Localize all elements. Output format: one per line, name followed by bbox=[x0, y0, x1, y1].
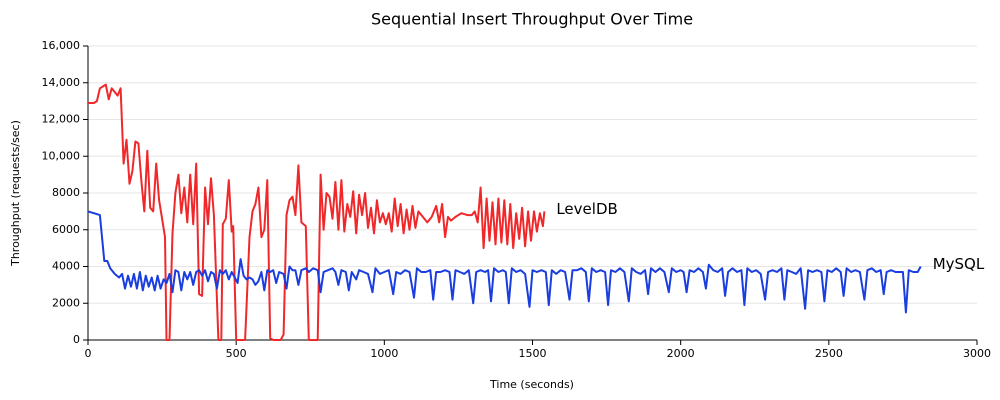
y-tick-label: 4000 bbox=[52, 260, 80, 273]
y-axis-label: Throughput (requests/sec) bbox=[9, 120, 22, 267]
y-tick-label: 12,000 bbox=[42, 113, 81, 126]
x-tick-label: 1500 bbox=[519, 347, 547, 360]
series-label: LevelDB bbox=[556, 200, 617, 218]
x-axis-label: Time (seconds) bbox=[489, 378, 574, 391]
x-tick-label: 0 bbox=[85, 347, 92, 360]
y-tick-label: 10,000 bbox=[42, 149, 81, 162]
chart-title: Sequential Insert Throughput Over Time bbox=[371, 10, 693, 29]
y-tick-label: 2000 bbox=[52, 296, 80, 309]
x-tick-label: 1000 bbox=[370, 347, 398, 360]
series-line bbox=[88, 83, 546, 341]
y-tick-label: 8000 bbox=[52, 186, 80, 199]
series-label: MySQL bbox=[933, 255, 985, 273]
x-tick-label: 3000 bbox=[963, 347, 991, 360]
y-tick-label: 14,000 bbox=[42, 76, 81, 89]
y-tick-label: 16,000 bbox=[42, 39, 81, 52]
y-tick-label: 0 bbox=[73, 333, 80, 346]
y-tick-label: 6000 bbox=[52, 223, 80, 236]
x-tick-label: 500 bbox=[226, 347, 247, 360]
series-line bbox=[87, 210, 922, 314]
x-tick-label: 2500 bbox=[815, 347, 843, 360]
x-tick-label: 2000 bbox=[667, 347, 695, 360]
